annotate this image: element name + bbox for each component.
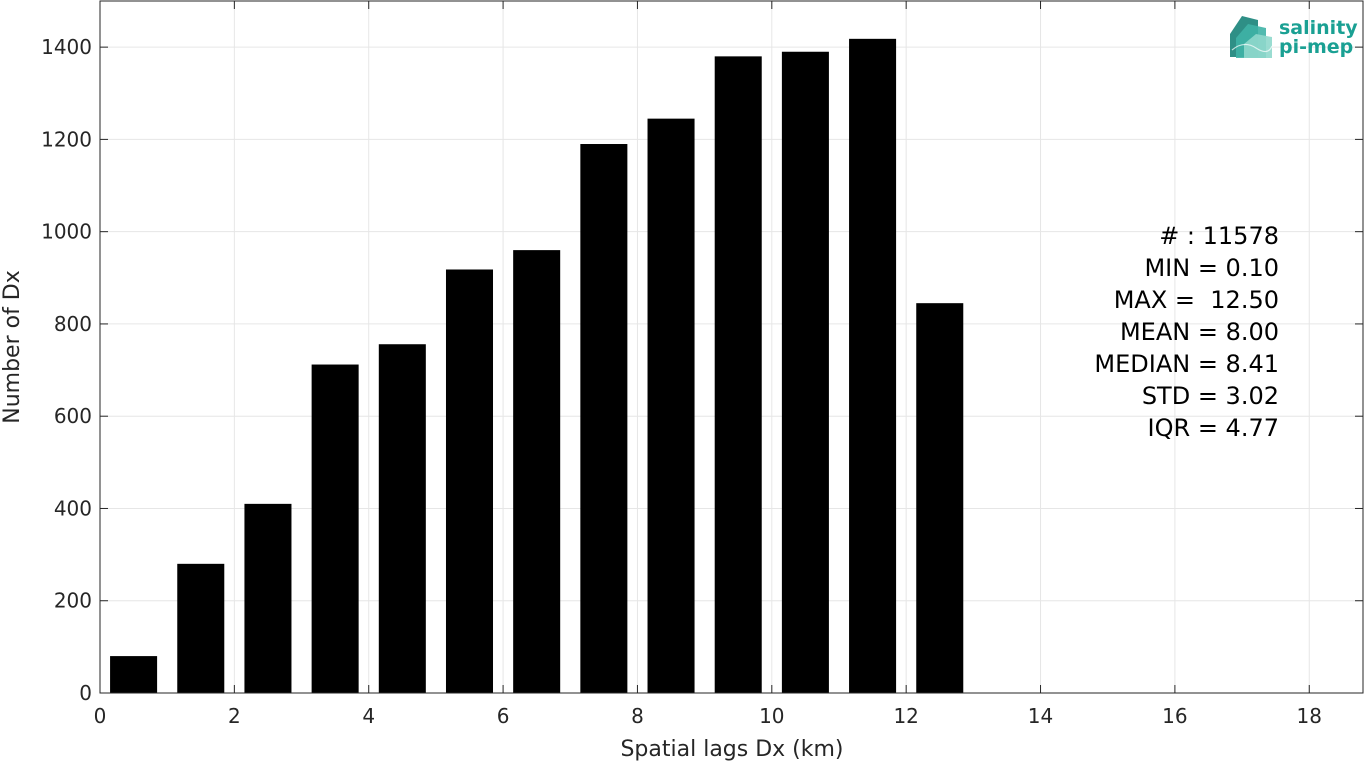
histogram-bar [849, 38, 897, 693]
bars-layer [110, 38, 964, 694]
y-tick-label: 400 [54, 496, 92, 520]
histogram-bar [311, 364, 359, 693]
y-tick-label: 1400 [41, 35, 92, 59]
x-tick-label: 10 [759, 704, 784, 728]
logo-text-line1: salinity [1279, 17, 1358, 39]
wave-logo-icon [1230, 16, 1273, 58]
y-tick-label: 800 [54, 312, 92, 336]
histogram-bar [110, 656, 158, 693]
histogram-bar [445, 269, 494, 693]
histogram-bar [781, 51, 829, 694]
stats-line: MIN = 0.10 [1144, 254, 1279, 282]
x-tick-label: 6 [497, 704, 510, 728]
y-tick-label: 1000 [41, 220, 92, 244]
histogram-bar [244, 503, 292, 693]
y-tick-label: 1200 [41, 127, 92, 151]
stats-line: MAX = 12.50 [1114, 286, 1279, 314]
histogram-bar [378, 344, 426, 693]
stats-line: # : 11578 [1159, 222, 1279, 250]
histogram-bar [916, 303, 964, 693]
y-axis-label: Number of Dx [0, 270, 25, 424]
x-tick-label: 12 [893, 704, 918, 728]
stats-line: MEAN = 8.00 [1120, 318, 1279, 346]
logo-text-line2: pi-mep [1279, 36, 1353, 58]
x-tick-label: 4 [362, 704, 375, 728]
x-tick-label: 18 [1297, 704, 1322, 728]
y-tick-label: 200 [54, 589, 92, 613]
stats-line: STD = 3.02 [1142, 382, 1279, 410]
y-tick-label: 600 [54, 404, 92, 428]
histogram-bar [580, 144, 628, 694]
stats-line: MEDIAN = 8.41 [1094, 350, 1279, 378]
x-tick-label: 16 [1162, 704, 1187, 728]
histogram-bar [647, 118, 695, 693]
x-tick-label: 14 [1028, 704, 1053, 728]
x-tick-label: 0 [94, 704, 107, 728]
x-axis-label: Spatial lags Dx (km) [620, 737, 843, 762]
stats-line: IQR = 4.77 [1148, 414, 1279, 442]
histogram-bar [714, 56, 762, 694]
y-tick-label: 0 [79, 681, 92, 705]
histogram-bar [513, 250, 561, 693]
x-tick-label: 8 [631, 704, 644, 728]
salinity-pi-mep-logo: salinity pi-mep [1230, 16, 1358, 58]
statistics-box: # : 11578 MIN = 0.10 MAX = 12.50 MEAN = 8.0… [1094, 222, 1279, 442]
x-tick-label: 2 [228, 704, 241, 728]
ticks-layer [99, 1, 1363, 694]
histogram-bar [177, 563, 225, 693]
tick-labels-layer: 0 2 4 6 8 10 12 14 16 18 0 200 400 600 800 1000 1200 1400 [41, 35, 1322, 728]
axes-frame [99, 0, 1364, 694]
